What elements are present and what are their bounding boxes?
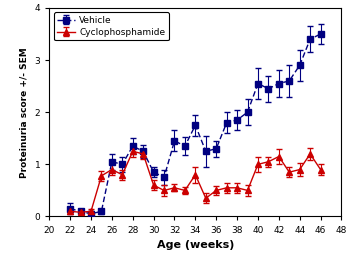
Y-axis label: Proteinuria score +/- SEM: Proteinuria score +/- SEM (20, 47, 29, 178)
Legend: Vehicle, Cyclophosphamide: Vehicle, Cyclophosphamide (54, 12, 169, 40)
X-axis label: Age (weeks): Age (weeks) (157, 240, 234, 250)
